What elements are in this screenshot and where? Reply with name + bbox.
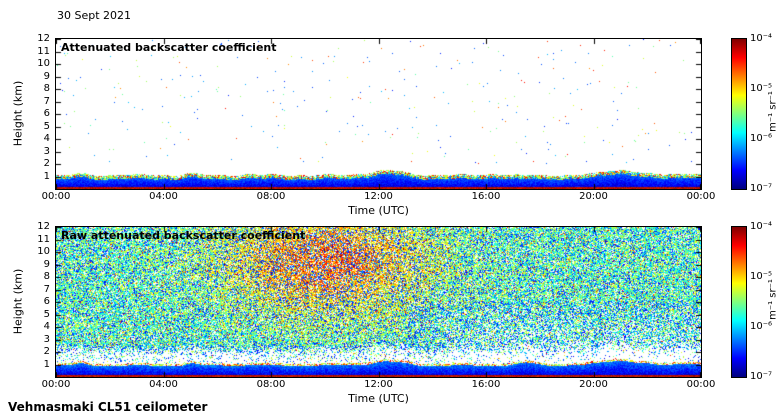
x-tick-label: 00:00 — [686, 379, 716, 390]
y-tick-label: 12 — [37, 33, 50, 44]
heatmap-canvas-attenuated — [56, 39, 701, 189]
x-tick-label: 20:00 — [579, 191, 608, 202]
colorbar-tick-label: 10⁻⁷ — [750, 183, 773, 194]
x-tick-label: 16:00 — [471, 191, 501, 202]
x-axis-label-top-panel: Time (UTC) — [348, 204, 409, 217]
x-axis-label-bottom-panel: Time (UTC) — [348, 392, 409, 405]
x-tick-label: 08:00 — [256, 191, 286, 202]
y-tick-label: 11 — [37, 45, 50, 57]
x-tick-label: 16:00 — [471, 379, 501, 390]
x-tick-label: 00:00 — [41, 379, 71, 390]
y-tick-label: 11 — [37, 233, 50, 245]
panel-title-attenuated: Attenuated backscatter coefficient — [61, 41, 277, 54]
y-tick-label: 1 — [43, 170, 50, 182]
colorbar-unit-bottom-panel: m⁻¹ sr⁻¹ — [767, 279, 779, 320]
colorbar-tick-label: 10⁻⁴ — [750, 33, 773, 44]
y-tick-label: 12 — [37, 221, 50, 232]
y-axis-label-top-panel: Height (km) — [11, 80, 25, 147]
colorbar-unit-top-panel: m⁻¹ sr⁻¹ — [767, 91, 779, 132]
instrument-label: Vehmasmaki CL51 ceilometer — [8, 400, 208, 414]
panel-title-raw: Raw attenuated backscatter coefficient — [61, 229, 306, 242]
x-tick-label: 04:00 — [149, 379, 178, 390]
colorbar-bottom-panel — [731, 226, 747, 378]
x-tick-label: 08:00 — [256, 379, 286, 390]
y-tick-label: 1 — [43, 358, 50, 370]
y-tick-label: 10 — [37, 58, 50, 69]
x-tick-label: 00:00 — [41, 191, 71, 202]
x-tick-label: 20:00 — [579, 379, 608, 390]
x-tick-label: 00:00 — [686, 191, 716, 202]
y-axis-label-bottom-panel: Height (km) — [11, 268, 25, 335]
colorbar-tick-label: 10⁻⁴ — [750, 221, 773, 232]
heatmap-plot-raw: Raw attenuated backscatter coefficient — [55, 226, 702, 378]
heatmap-plot-attenuated: Attenuated backscatter coefficient — [55, 38, 702, 190]
x-tick-label: 04:00 — [149, 191, 178, 202]
y-tick-label: 2 — [43, 158, 50, 169]
x-tick-label: 12:00 — [364, 191, 393, 202]
y-tick-label: 10 — [37, 246, 50, 257]
heatmap-canvas-raw — [56, 227, 701, 377]
x-tick-label: 12:00 — [364, 379, 393, 390]
colorbar-top-panel — [731, 38, 747, 190]
colorbar-tick-label: 10⁻⁷ — [750, 371, 773, 382]
date-label: 30 Sept 2021 — [57, 9, 132, 22]
y-tick-label: 2 — [43, 346, 50, 357]
